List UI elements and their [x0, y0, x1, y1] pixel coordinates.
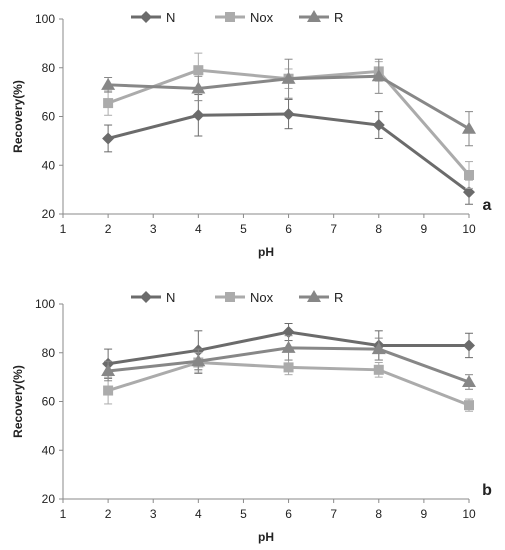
- data-point: [373, 364, 384, 375]
- x-tick-label: 7: [330, 507, 337, 521]
- data-point: [462, 121, 476, 134]
- x-tick-label: 10: [462, 507, 476, 521]
- legend-label: Nox: [250, 10, 274, 25]
- data-point: [371, 69, 386, 82]
- data-point: [193, 65, 204, 76]
- data-point: [463, 339, 475, 352]
- data-point: [282, 326, 295, 339]
- y-tick-label: 60: [42, 110, 56, 124]
- legend-label: N: [166, 10, 175, 25]
- data-point: [464, 400, 474, 411]
- legend-entry-n: N: [131, 290, 175, 305]
- x-tick-label: 9: [421, 222, 428, 236]
- legend-entry-r: R: [299, 290, 343, 305]
- data-point: [101, 77, 116, 90]
- data-point: [281, 71, 296, 84]
- legend-label: Nox: [250, 290, 274, 305]
- legend-marker: [140, 11, 152, 23]
- x-tick-label: 5: [240, 507, 247, 521]
- data-point: [191, 354, 206, 367]
- legend-entry-nox: Nox: [215, 10, 274, 25]
- legend-label: R: [334, 290, 343, 305]
- x-tick-label: 1: [60, 507, 67, 521]
- x-tick-label: 7: [330, 222, 337, 236]
- x-tick-label: 8: [375, 222, 382, 236]
- y-tick-label: 80: [42, 346, 56, 360]
- x-tick-label: 8: [375, 507, 382, 521]
- y-tick-label: 40: [42, 443, 56, 457]
- legend-entry-r: R: [299, 10, 343, 25]
- x-axis-title: pH: [258, 245, 274, 259]
- data-point: [191, 81, 206, 94]
- x-tick-label: 3: [150, 222, 157, 236]
- data-point: [372, 119, 385, 132]
- x-tick-label: 2: [105, 507, 112, 521]
- y-tick-label: 100: [35, 297, 55, 311]
- legend-marker: [140, 291, 152, 303]
- x-tick-label: 4: [195, 507, 202, 521]
- panel-label: a: [483, 197, 492, 214]
- series-r: [101, 335, 476, 390]
- y-axis-title: Recovery(%): [11, 80, 25, 153]
- data-point: [102, 132, 115, 145]
- data-point: [463, 186, 475, 199]
- x-axis-title: pH: [258, 530, 274, 544]
- x-tick-label: 5: [240, 222, 247, 236]
- series-r: [101, 58, 476, 147]
- data-point: [282, 108, 295, 121]
- y-tick-label: 100: [35, 12, 55, 26]
- legend-label: N: [166, 290, 175, 305]
- data-point: [462, 375, 476, 387]
- legend-marker: [225, 12, 235, 22]
- y-tick-label: 40: [42, 158, 56, 172]
- data-point: [464, 170, 474, 180]
- data-point: [103, 385, 114, 396]
- x-tick-label: 6: [285, 222, 292, 236]
- y-axis-title: Recovery(%): [11, 365, 25, 438]
- legend-marker: [225, 292, 235, 302]
- x-tick-label: 3: [150, 507, 157, 521]
- data-point: [101, 364, 116, 377]
- data-point: [192, 109, 205, 122]
- data-point: [103, 98, 114, 109]
- x-tick-label: 6: [285, 507, 292, 521]
- y-tick-label: 20: [42, 492, 56, 506]
- legend-entry-nox: Nox: [215, 290, 274, 305]
- legend-label: R: [334, 10, 343, 25]
- legend-marker: [307, 10, 321, 22]
- data-point: [283, 362, 294, 373]
- y-tick-label: 60: [42, 395, 56, 409]
- series-nox: [103, 352, 474, 412]
- series-n: [102, 94, 475, 205]
- legend-marker: [307, 290, 321, 302]
- y-tick-label: 20: [42, 207, 56, 221]
- chart-panel-a: 20 40 60 80 100 1 2 3 4 5 6 7 8 9 10 pH Recovery(%) a N Nox…: [11, 10, 492, 259]
- data-point: [281, 340, 296, 353]
- chart-panel-b: 20 40 60 80 100 1 2 3 4 5 6 7 8 9 10 pH Recovery(%) b N Nox…: [11, 290, 492, 544]
- x-tick-label: 2: [105, 222, 112, 236]
- y-tick-label: 80: [42, 61, 56, 75]
- x-tick-label: 1: [60, 222, 67, 236]
- x-tick-label: 9: [421, 507, 428, 521]
- x-tick-label: 10: [462, 222, 476, 236]
- panel-label: b: [482, 482, 492, 499]
- legend-entry-n: N: [131, 10, 175, 25]
- data-point: [371, 342, 386, 355]
- x-tick-label: 4: [195, 222, 202, 236]
